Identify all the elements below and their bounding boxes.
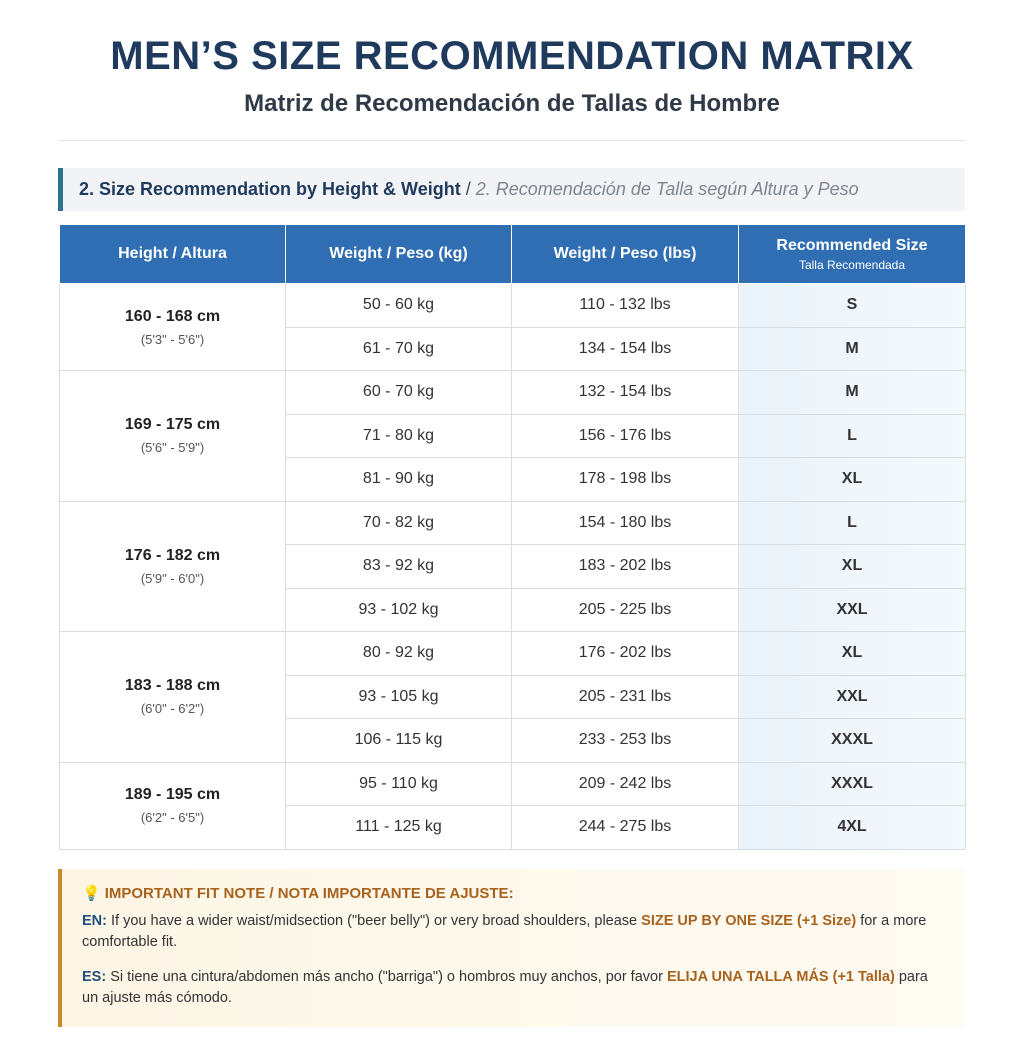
divider	[58, 140, 966, 141]
page-title: MEN’S SIZE RECOMMENDATION MATRIX	[110, 34, 914, 78]
section-title-en: 2. Size Recommendation by Height & Weigh…	[79, 179, 461, 199]
note-en-emphasis: SIZE UP BY ONE SIZE (+1 Size)	[641, 913, 857, 929]
height-ft: (6'0" - 6'2")	[140, 701, 205, 717]
table-row: 111 - 125 kg 244 - 275 lbs 4XL	[60, 805, 966, 850]
height-range-cell: 160 - 168 cm (5'3" - 5'6")	[59, 283, 286, 371]
weight-lbs-cell: 183 - 202 lbs	[511, 544, 739, 589]
weight-lbs-cell: 205 - 231 lbs	[511, 674, 739, 719]
weight-lbs-cell: 209 - 242 lbs	[511, 761, 739, 806]
table-row: 81 - 90 kg 178 - 198 lbs XL	[60, 457, 966, 502]
table-body: 160 - 168 cm (5'3" - 5'6") 50 - 60 kg 110 -…	[59, 283, 966, 850]
size-cell: XL	[738, 457, 966, 502]
weight-kg-cell: 71 - 80 kg	[285, 413, 512, 458]
size-cell: L	[738, 413, 966, 458]
fit-note-en: EN: If you have a wider waist/midsection…	[82, 911, 945, 953]
size-cell: XXXL	[738, 761, 966, 806]
height-range-cell: 169 - 175 cm (5'6" - 5'9")	[59, 370, 286, 502]
note-en-label: EN:	[82, 913, 107, 929]
header-recommended-size: Recommended Size Talla Recomendada	[738, 224, 966, 284]
table-row: 93 - 102 kg 205 - 225 lbs XXL	[60, 587, 966, 632]
height-range-cell: 176 - 182 cm (5'9" - 6'0")	[59, 500, 286, 632]
height-cm: 183 - 188 cm	[124, 677, 221, 695]
weight-kg-cell: 93 - 102 kg	[285, 587, 512, 632]
weight-lbs-cell: 156 - 176 lbs	[511, 413, 739, 458]
weight-lbs-cell: 132 - 154 lbs	[511, 370, 739, 415]
height-range-cell: 189 - 195 cm (6'2" - 6'5")	[59, 761, 286, 850]
size-cell: S	[738, 283, 966, 328]
table-row: 93 - 105 kg 205 - 231 lbs XXL	[60, 674, 966, 719]
page-subtitle: Matriz de Recomendación de Tallas de Hom…	[244, 90, 780, 117]
note-es-label: ES:	[82, 969, 107, 985]
weight-kg-cell: 106 - 115 kg	[285, 718, 512, 763]
size-cell: M	[738, 370, 966, 415]
fit-note-es: ES: Si tiene una cintura/abdomen más anc…	[82, 967, 945, 1009]
fit-note-title-text: IMPORTANT FIT NOTE / NOTA IMPORTANTE DE …	[104, 885, 514, 902]
table-row: 106 - 115 kg 233 - 253 lbs XXXL	[60, 718, 966, 763]
weight-lbs-cell: 244 - 275 lbs	[511, 805, 739, 850]
note-en-text-2: for a more comfortable fit.	[82, 913, 927, 950]
size-cell: XXL	[738, 674, 966, 719]
table-row: 176 - 182 cm (5'9" - 6'0") 70 - 82 kg 154 -…	[59, 500, 966, 632]
weight-kg-cell: 60 - 70 kg	[285, 370, 512, 415]
weight-kg-cell: 81 - 90 kg	[285, 457, 512, 502]
header-weight-kg: Weight / Peso (kg)	[285, 224, 512, 284]
height-range-cell: 183 - 188 cm (6'0" - 6'2")	[59, 631, 286, 763]
height-ft: (6'2" - 6'5")	[140, 810, 205, 825]
note-en-text-1: If you have a wider waist/midsection ("b…	[106, 913, 642, 929]
section-heading: 2. Size Recommendation by Height & Weigh…	[58, 168, 965, 211]
note-es-text-2: para un ajuste más cómodo.	[82, 969, 928, 1006]
weight-kg-cell: 61 - 70 kg	[285, 326, 512, 371]
fit-note-title: 💡 IMPORTANT FIT NOTE / NOTA IMPORTANTE DE…	[82, 883, 945, 904]
table-row: 160 - 168 cm (5'3" - 5'6") 50 - 60 kg 110 -…	[59, 283, 966, 371]
height-cm: 169 - 175 cm	[124, 416, 221, 434]
table-row: 83 - 92 kg 183 - 202 lbs XL	[60, 544, 966, 589]
note-es-text-1: Si tiene una cintura/abdomen más ancho (…	[106, 969, 667, 985]
weight-lbs-cell: 233 - 253 lbs	[511, 718, 739, 763]
weight-lbs-cell: 110 - 132 lbs	[511, 283, 739, 328]
size-cell: XXL	[738, 587, 966, 632]
fit-note-box: 💡 IMPORTANT FIT NOTE / NOTA IMPORTANTE DE…	[58, 869, 965, 1027]
header-size-label: Recommended Size	[776, 236, 928, 254]
weight-kg-cell: 93 - 105 kg	[285, 674, 512, 719]
weight-kg-cell: 83 - 92 kg	[285, 544, 512, 589]
height-ft: (5'3" - 5'6")	[140, 331, 205, 347]
size-cell: M	[738, 326, 966, 371]
table-row: 183 - 188 cm (6'0" - 6'2") 80 - 92 kg 176 -…	[59, 631, 966, 763]
weight-lbs-cell: 176 - 202 lbs	[511, 631, 739, 676]
weight-kg-cell: 111 - 125 kg	[285, 805, 512, 850]
lightbulb-icon: 💡	[82, 885, 101, 902]
weight-lbs-cell: 134 - 154 lbs	[511, 326, 739, 371]
weight-kg-cell: 80 - 92 kg	[285, 631, 512, 676]
height-cm: 160 - 168 cm	[124, 307, 221, 325]
weight-lbs-cell: 205 - 225 lbs	[511, 587, 739, 632]
table-row: 189 - 195 cm (6'2" - 6'5") 95 - 110 kg 209 …	[59, 761, 966, 850]
height-cm: 189 - 195 cm	[124, 786, 221, 803]
size-cell: 4XL	[738, 805, 966, 850]
weight-kg-cell: 50 - 60 kg	[285, 283, 512, 328]
weight-kg-cell: 70 - 82 kg	[285, 500, 512, 545]
size-cell: XL	[738, 631, 966, 676]
header-size-sublabel: Talla Recomendada	[798, 257, 906, 272]
weight-lbs-cell: 154 - 180 lbs	[511, 500, 739, 545]
table-header-row: Height / Altura Weight / Peso (kg) Weigh…	[59, 224, 966, 284]
section-title-separator: /	[460, 179, 476, 199]
section-title-es: 2. Recomendación de Talla según Altura y…	[475, 179, 859, 199]
table-row: 71 - 80 kg 156 - 176 lbs L	[60, 413, 966, 458]
height-ft: (5'6" - 5'9")	[140, 440, 205, 456]
header-weight-lbs: Weight / Peso (lbs)	[511, 224, 739, 284]
weight-lbs-cell: 178 - 198 lbs	[511, 457, 739, 502]
height-cm: 176 - 182 cm	[124, 546, 221, 564]
size-cell: XL	[738, 544, 966, 589]
note-es-emphasis: ELIJA UNA TALLA MÁS (+1 Talla)	[666, 969, 895, 985]
table-row: 169 - 175 cm (5'6" - 5'9") 60 - 70 kg 132 -…	[59, 370, 966, 502]
header-height: Height / Altura	[59, 224, 286, 284]
weight-kg-cell: 95 - 110 kg	[285, 761, 512, 806]
size-cell: XXXL	[738, 718, 966, 763]
height-ft: (5'9" - 6'0")	[140, 570, 205, 586]
size-cell: L	[738, 500, 966, 545]
size-matrix-table: Height / Altura Weight / Peso (kg) Weigh…	[59, 224, 966, 850]
table-row: 61 - 70 kg 134 - 154 lbs M	[60, 326, 966, 371]
